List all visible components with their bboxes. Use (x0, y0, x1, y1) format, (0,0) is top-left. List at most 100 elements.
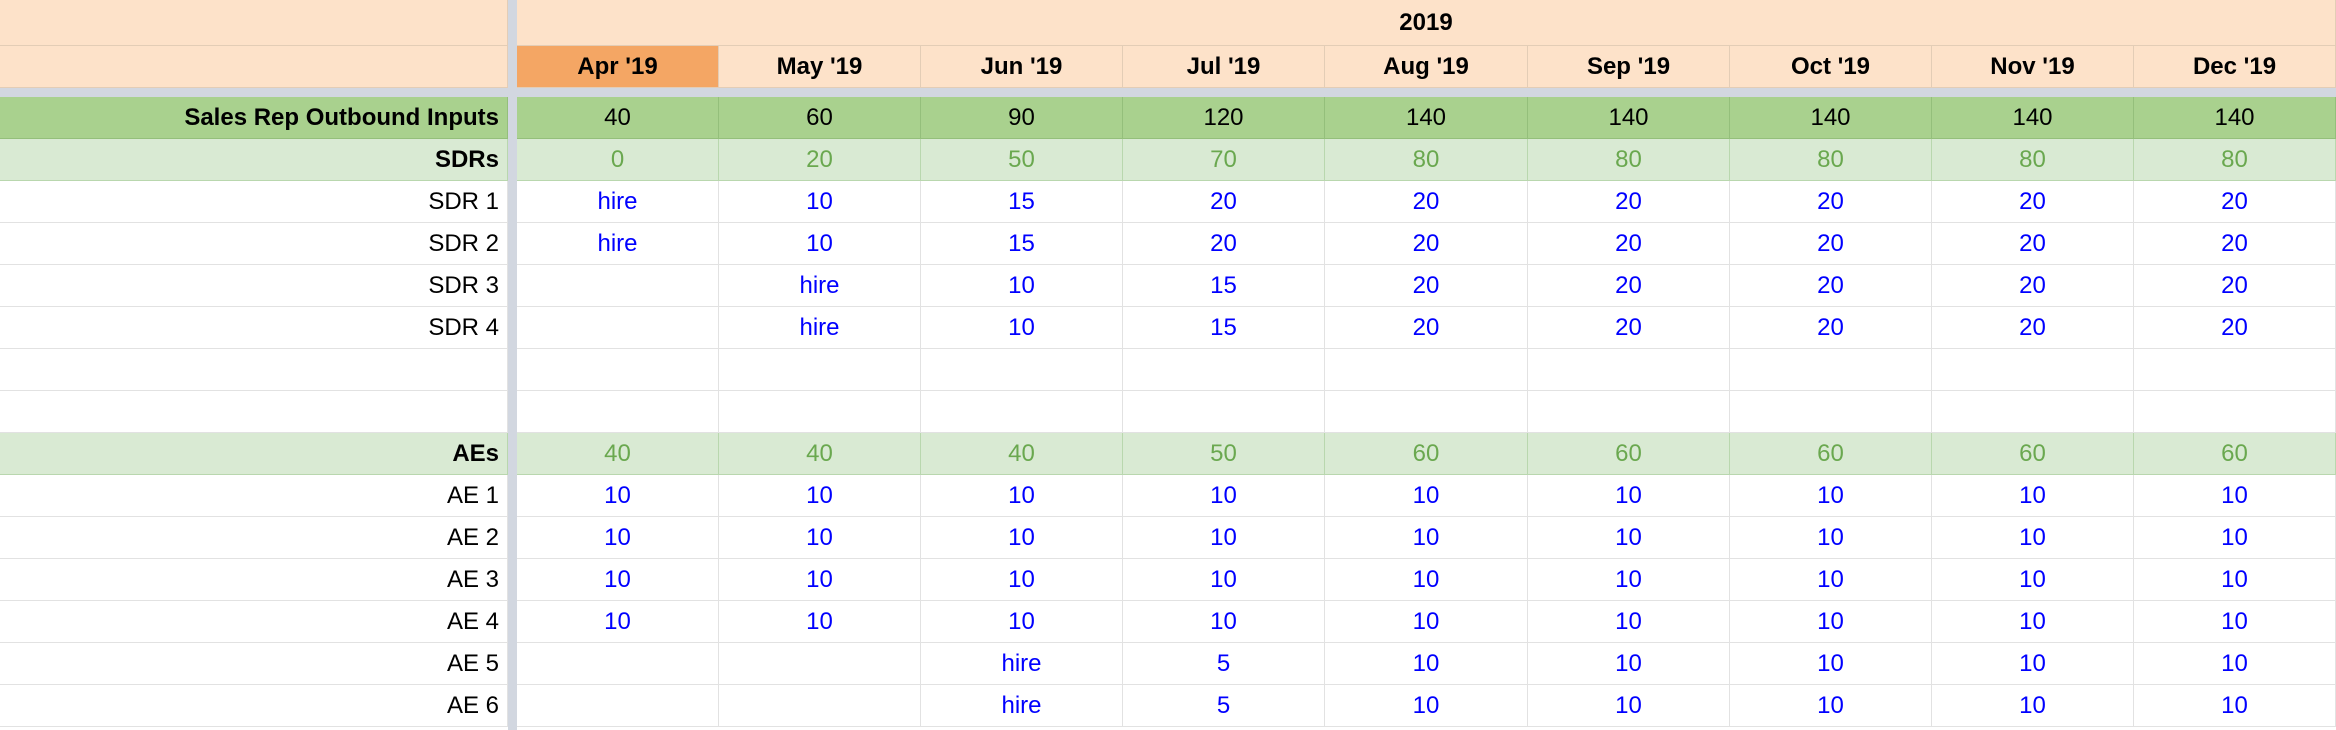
data-cell[interactable]: 10 (1325, 601, 1528, 643)
month-header-5[interactable]: Aug '19 (1325, 46, 1528, 88)
data-cell[interactable]: 10 (719, 559, 921, 601)
data-cell[interactable]: 80 (2134, 139, 2336, 181)
data-cell[interactable] (1528, 349, 1730, 391)
data-cell[interactable]: 140 (1528, 97, 1730, 139)
data-cell[interactable]: 15 (1123, 265, 1325, 307)
data-cell[interactable]: 10 (921, 475, 1123, 517)
data-cell[interactable]: 20 (1123, 223, 1325, 265)
row-label[interactable]: SDRs (0, 139, 508, 181)
data-cell[interactable]: hire (921, 643, 1123, 685)
row-label[interactable]: SDR 1 (0, 181, 508, 223)
row-label[interactable]: AE 1 (0, 475, 508, 517)
data-cell[interactable] (1730, 349, 1932, 391)
data-cell[interactable]: 50 (1123, 433, 1325, 475)
data-cell[interactable]: 10 (921, 265, 1123, 307)
data-cell[interactable]: 10 (1932, 601, 2134, 643)
data-cell[interactable]: 10 (517, 517, 719, 559)
row-label[interactable] (0, 349, 508, 391)
data-cell[interactable]: 10 (921, 307, 1123, 349)
data-cell[interactable]: 20 (2134, 265, 2336, 307)
data-cell[interactable]: 20 (1123, 181, 1325, 223)
data-cell[interactable]: 10 (1730, 601, 1932, 643)
data-cell[interactable] (517, 643, 719, 685)
data-cell[interactable]: 80 (1528, 139, 1730, 181)
row-label[interactable]: AE 5 (0, 643, 508, 685)
data-cell[interactable]: 60 (1932, 433, 2134, 475)
data-cell[interactable] (921, 349, 1123, 391)
row-label[interactable]: AE 4 (0, 601, 508, 643)
data-cell[interactable]: 10 (1932, 517, 2134, 559)
data-cell[interactable]: 10 (2134, 559, 2336, 601)
data-cell[interactable]: 10 (1932, 685, 2134, 727)
data-cell[interactable]: 140 (1730, 97, 1932, 139)
data-cell[interactable]: 10 (1730, 643, 1932, 685)
data-cell[interactable]: 10 (1730, 685, 1932, 727)
data-cell[interactable]: 10 (1123, 601, 1325, 643)
data-cell[interactable] (719, 685, 921, 727)
row-label[interactable]: AE 3 (0, 559, 508, 601)
data-cell[interactable]: 15 (1123, 307, 1325, 349)
data-cell[interactable]: hire (719, 307, 921, 349)
data-cell[interactable]: 50 (921, 139, 1123, 181)
data-cell[interactable]: 10 (1528, 559, 1730, 601)
data-cell[interactable]: 20 (1932, 223, 2134, 265)
data-cell[interactable]: 20 (1325, 223, 1528, 265)
data-cell[interactable]: 20 (1730, 265, 1932, 307)
data-cell[interactable] (921, 391, 1123, 433)
data-cell[interactable] (1325, 349, 1528, 391)
data-cell[interactable]: hire (517, 181, 719, 223)
data-cell[interactable] (517, 685, 719, 727)
row-label[interactable]: SDR 3 (0, 265, 508, 307)
data-cell[interactable]: 90 (921, 97, 1123, 139)
data-cell[interactable]: 10 (921, 559, 1123, 601)
data-cell[interactable]: 60 (2134, 433, 2336, 475)
data-cell[interactable]: 10 (1528, 643, 1730, 685)
data-cell[interactable]: 10 (517, 601, 719, 643)
data-cell[interactable]: 10 (1932, 475, 2134, 517)
data-cell[interactable]: 20 (2134, 307, 2336, 349)
data-cell[interactable]: 140 (2134, 97, 2336, 139)
month-header-6[interactable]: Sep '19 (1528, 46, 1730, 88)
data-cell[interactable]: 20 (1730, 181, 1932, 223)
data-cell[interactable] (1730, 391, 1932, 433)
data-cell[interactable]: hire (517, 223, 719, 265)
data-cell[interactable]: 10 (1528, 517, 1730, 559)
data-cell[interactable]: 20 (1932, 307, 2134, 349)
data-cell[interactable]: 60 (719, 97, 921, 139)
data-cell[interactable]: 5 (1123, 685, 1325, 727)
month-header-4[interactable]: Jul '19 (1123, 46, 1325, 88)
data-cell[interactable]: 10 (2134, 475, 2336, 517)
data-cell[interactable]: 10 (1730, 517, 1932, 559)
data-cell[interactable]: 20 (1528, 181, 1730, 223)
data-cell[interactable]: 10 (1123, 559, 1325, 601)
row-label[interactable]: AE 6 (0, 685, 508, 727)
data-cell[interactable] (2134, 349, 2336, 391)
row-label[interactable] (0, 391, 508, 433)
month-header-3[interactable]: Jun '19 (921, 46, 1123, 88)
data-cell[interactable]: 70 (1123, 139, 1325, 181)
row-label[interactable]: AEs (0, 433, 508, 475)
month-header-1[interactable]: Apr '19 (517, 46, 719, 88)
row-label[interactable]: AE 2 (0, 517, 508, 559)
row-label[interactable]: Sales Rep Outbound Inputs (0, 97, 508, 139)
month-header-7[interactable]: Oct '19 (1730, 46, 1932, 88)
header-label-cell-year[interactable] (0, 0, 508, 46)
data-cell[interactable]: 140 (1932, 97, 2134, 139)
data-cell[interactable]: 10 (921, 601, 1123, 643)
data-cell[interactable]: 20 (1325, 265, 1528, 307)
data-cell[interactable]: 10 (1325, 559, 1528, 601)
data-cell[interactable] (1325, 391, 1528, 433)
data-cell[interactable] (517, 265, 719, 307)
data-cell[interactable] (517, 391, 719, 433)
data-cell[interactable]: 60 (1325, 433, 1528, 475)
data-cell[interactable]: 60 (1528, 433, 1730, 475)
data-cell[interactable]: 20 (1325, 181, 1528, 223)
data-cell[interactable]: 40 (517, 433, 719, 475)
data-cell[interactable]: 10 (1730, 559, 1932, 601)
data-cell[interactable]: 40 (517, 97, 719, 139)
data-cell[interactable]: 120 (1123, 97, 1325, 139)
data-cell[interactable]: 10 (1932, 643, 2134, 685)
data-cell[interactable]: 20 (1932, 181, 2134, 223)
data-cell[interactable]: 10 (1528, 685, 1730, 727)
data-cell[interactable] (719, 349, 921, 391)
